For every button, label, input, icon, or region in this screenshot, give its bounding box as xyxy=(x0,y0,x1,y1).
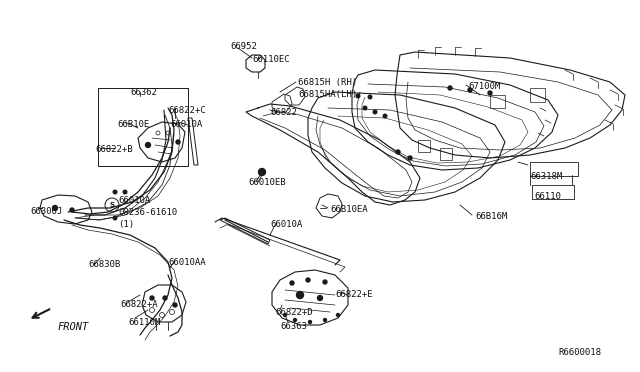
Text: 66815HA(LH): 66815HA(LH) xyxy=(298,90,357,99)
Bar xyxy=(532,185,574,199)
Circle shape xyxy=(259,169,266,176)
Circle shape xyxy=(70,208,74,212)
Text: 66363: 66363 xyxy=(280,322,307,331)
Circle shape xyxy=(373,110,377,114)
Circle shape xyxy=(468,88,472,92)
Text: 66362: 66362 xyxy=(130,88,157,97)
Circle shape xyxy=(284,314,287,317)
Text: 66300J: 66300J xyxy=(30,207,62,216)
Circle shape xyxy=(294,318,296,321)
Circle shape xyxy=(488,91,492,95)
Circle shape xyxy=(150,296,154,300)
Text: 66822+C: 66822+C xyxy=(168,106,205,115)
Text: 66822: 66822 xyxy=(270,108,297,117)
Circle shape xyxy=(368,95,372,99)
Text: 66822+D: 66822+D xyxy=(275,308,312,317)
Circle shape xyxy=(113,216,117,220)
Circle shape xyxy=(123,190,127,194)
Text: 66010A: 66010A xyxy=(170,120,202,129)
Circle shape xyxy=(323,280,327,284)
Circle shape xyxy=(364,106,367,110)
Text: 66815H (RH): 66815H (RH) xyxy=(298,78,357,87)
Text: 66318M: 66318M xyxy=(530,172,563,181)
Circle shape xyxy=(113,190,117,194)
Text: 66822+A: 66822+A xyxy=(120,300,157,309)
Text: 66110M: 66110M xyxy=(128,318,160,327)
Text: 66B10EA: 66B10EA xyxy=(330,205,367,214)
Bar xyxy=(98,88,188,166)
Circle shape xyxy=(317,295,323,301)
Circle shape xyxy=(296,292,303,298)
Text: 66010A: 66010A xyxy=(118,196,150,205)
Text: 67100M: 67100M xyxy=(468,82,500,91)
Text: 66822+E: 66822+E xyxy=(335,290,372,299)
Circle shape xyxy=(306,278,310,282)
Circle shape xyxy=(383,114,387,118)
Circle shape xyxy=(173,303,177,307)
Circle shape xyxy=(448,86,452,90)
Text: 66010A: 66010A xyxy=(270,220,302,229)
Text: 66010EB: 66010EB xyxy=(248,178,285,187)
Circle shape xyxy=(163,296,167,300)
Circle shape xyxy=(145,142,150,148)
Text: 66B16M: 66B16M xyxy=(475,212,508,221)
Circle shape xyxy=(337,314,339,317)
Circle shape xyxy=(396,150,400,154)
Circle shape xyxy=(290,281,294,285)
Bar xyxy=(530,162,578,176)
Text: 66830B: 66830B xyxy=(88,260,120,269)
Text: 66822+B: 66822+B xyxy=(95,145,132,154)
Text: R6600018: R6600018 xyxy=(558,348,601,357)
Circle shape xyxy=(408,156,412,160)
Text: 66B10E: 66B10E xyxy=(117,120,149,129)
Text: (1): (1) xyxy=(118,220,134,229)
Text: 66010AA: 66010AA xyxy=(168,258,205,267)
Text: 08236-61610: 08236-61610 xyxy=(118,208,177,217)
Text: FRONT: FRONT xyxy=(58,322,89,332)
Circle shape xyxy=(52,205,58,211)
Circle shape xyxy=(308,321,312,324)
Text: 66952: 66952 xyxy=(230,42,257,51)
Text: 66110: 66110 xyxy=(534,192,561,201)
Text: 66110EC: 66110EC xyxy=(252,55,290,64)
Circle shape xyxy=(323,318,326,321)
Circle shape xyxy=(356,94,360,98)
Text: S: S xyxy=(109,202,114,208)
Circle shape xyxy=(176,140,180,144)
